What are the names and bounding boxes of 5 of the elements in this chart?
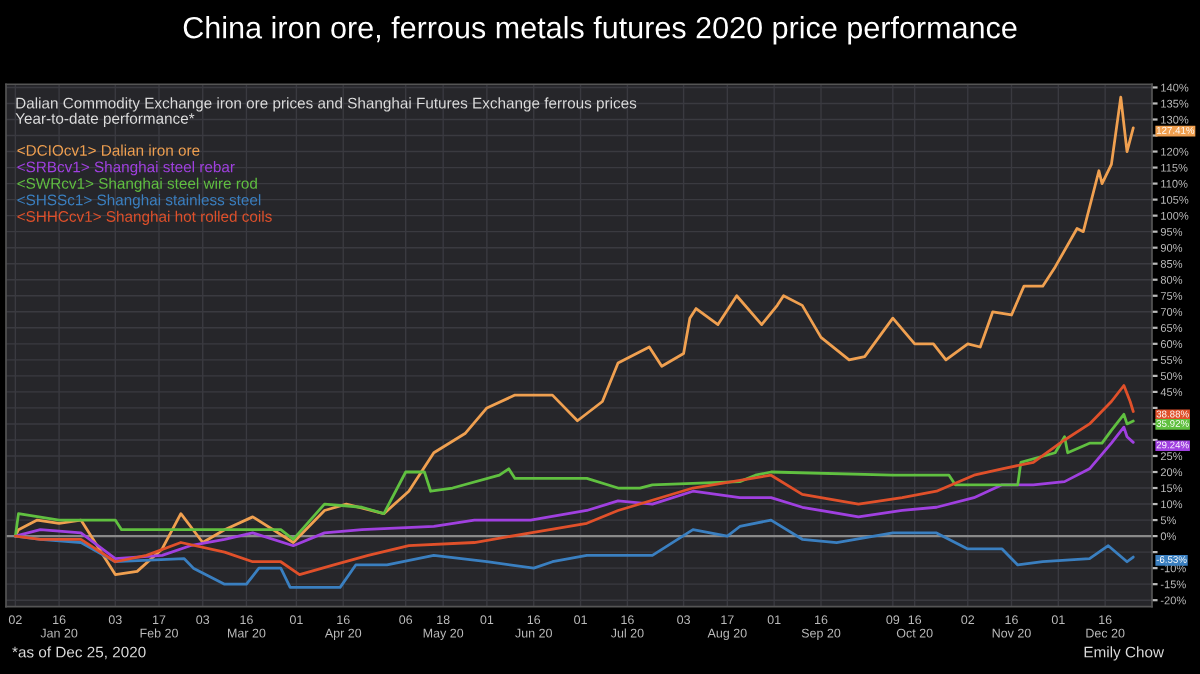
line-series xyxy=(13,412,1135,541)
line-series xyxy=(13,384,1135,576)
chart-title: China iron ore, ferrous metals futures 2020 price performance xyxy=(183,16,1017,45)
line-series xyxy=(13,95,1135,576)
line-series xyxy=(13,425,1135,560)
